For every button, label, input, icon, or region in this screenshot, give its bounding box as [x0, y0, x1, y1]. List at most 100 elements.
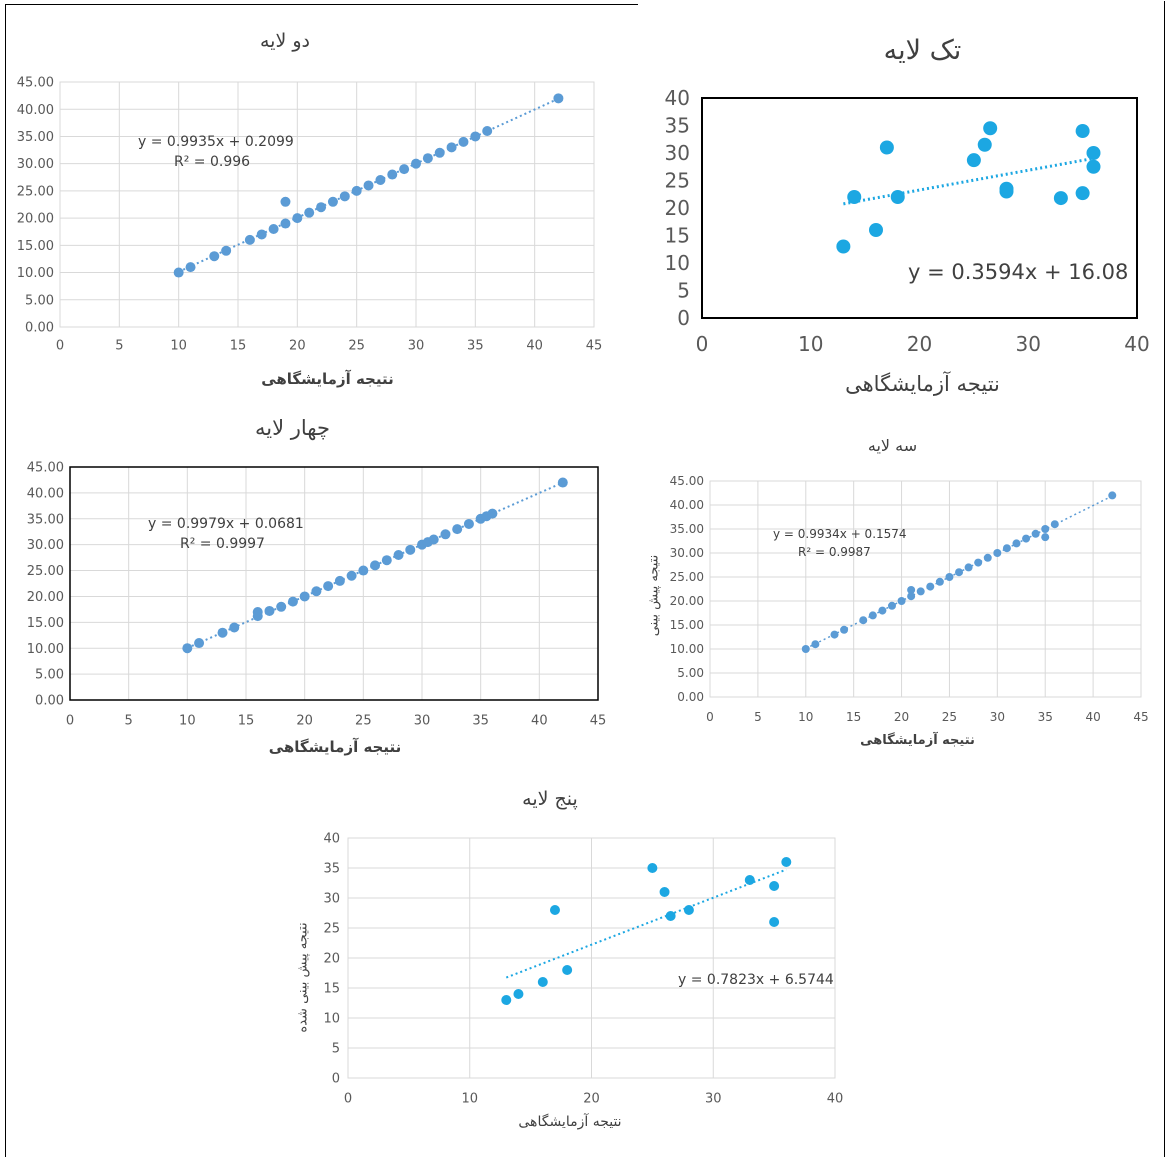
y-tick-label: 0.00: [25, 321, 54, 336]
x-tick-label: 5: [125, 714, 133, 729]
data-point: [1050, 520, 1059, 529]
data-point: [411, 158, 421, 169]
data-point: [280, 196, 291, 207]
plot-svg: 0 10 20 30 40 0 5 10 15 20 25 30 35 40: [323, 832, 843, 1107]
data-point: [553, 93, 564, 104]
x-tick-label: 10: [798, 332, 823, 356]
data-point: [399, 164, 410, 175]
y-tick-label: 45.00: [17, 76, 54, 91]
plot-border: [347, 837, 836, 1079]
data-point: [907, 585, 916, 594]
y-tick-label: 10.00: [17, 266, 54, 281]
data-point: [209, 251, 220, 262]
y-tick-label: 15.00: [17, 239, 54, 254]
x-axis-label: نتیجه آزمایشگاهی: [268, 738, 402, 756]
data-point: [878, 606, 887, 615]
y-tick-label: 0.00: [35, 694, 64, 709]
y-tick-label: 5.00: [677, 666, 704, 680]
plot-svg: 0 5 10 15 20 25 30 35 40 45 0.00 5.00 10.00 15.00 20.0…: [670, 474, 1149, 724]
x-tick-label: 45: [586, 339, 603, 354]
plot-svg: 0 10 20 30 40 0 5 10 15 20 25 30 35 40: [665, 86, 1150, 356]
x-tick-label: 20: [289, 339, 306, 354]
y-tick-label: 15: [665, 224, 690, 248]
y-tick-label: 10: [665, 251, 690, 275]
y-tick-label: 15: [323, 982, 340, 997]
x-tick-label: 40: [531, 714, 548, 729]
x-tick-label: 35: [1038, 710, 1053, 724]
y-tick-label: 0: [332, 1072, 340, 1087]
trendline-r2: R² = 0.996: [174, 154, 251, 170]
x-tick-label: 0: [696, 332, 709, 356]
data-point: [859, 616, 868, 625]
data-point: [781, 857, 792, 867]
chart-two-layer: دو لایه 0 5 10 15 20 25 30 35 40 45 0.00 5.00 10.00 1…: [0, 20, 620, 400]
data-point: [252, 606, 263, 617]
data-point: [185, 262, 196, 273]
x-tick-label: 5: [115, 339, 123, 354]
data-point: [194, 638, 205, 649]
x-tick-label: 10: [461, 1092, 478, 1107]
y-tick-label: 20.00: [17, 212, 54, 227]
trendline: [843, 156, 1094, 206]
data-point: [887, 601, 896, 610]
plot-svg: 0 5 10 15 20 25 30 35 40 45 0.00 5.00 10.00 15.00 20.0…: [17, 76, 603, 354]
data-point: [182, 643, 193, 654]
data-point: [1086, 159, 1101, 174]
chart-single-layer: تک لایه 0 10 20 30 40 0 5 10 15 20 25 30 35 40 y = 0.…: [640, 30, 1165, 405]
y-tick-label: 30.00: [27, 538, 64, 553]
x-tick-label: 20: [894, 710, 909, 724]
x-tick-label: 5: [754, 710, 762, 724]
data-point: [1002, 544, 1011, 553]
chart-three-layer: سه لایه 0 5 10 15 20 25 30 35 40 45 0.00 5.00 10.00 1…: [640, 430, 1165, 760]
y-tick-label: 35.00: [670, 522, 704, 536]
x-tick-label: 20: [296, 714, 313, 729]
y-tick-label: 35: [665, 114, 690, 138]
data-point: [1086, 146, 1101, 160]
data-point: [1075, 186, 1090, 201]
data-point: [487, 508, 498, 519]
data-point: [299, 591, 310, 602]
y-tick-label: 45.00: [670, 474, 704, 488]
x-tick-label: 40: [1085, 710, 1100, 724]
y-tick-label: 25: [323, 922, 340, 937]
y-tick-label: 20.00: [27, 590, 64, 605]
data-point: [974, 558, 983, 567]
trendline-equation: y = 0.3594x + 16.08: [908, 260, 1129, 284]
y-tick-label: 35.00: [17, 130, 54, 145]
x-tick-label: 0: [344, 1092, 352, 1107]
data-point: [287, 596, 298, 607]
data-point: [683, 905, 694, 915]
y-tick-label: 5: [332, 1042, 340, 1057]
y-tick-label: 40.00: [17, 103, 54, 118]
y-tick-label: 40: [323, 832, 340, 847]
chart-title: چهار لایه: [255, 416, 330, 440]
data-point: [327, 196, 338, 207]
data-point: [840, 625, 849, 634]
data-point: [999, 181, 1014, 196]
data-point: [935, 577, 944, 586]
data-point: [304, 207, 315, 218]
x-tick-label: 15: [230, 339, 247, 354]
x-tick-label: 25: [348, 339, 365, 354]
y-tick-label: 30.00: [17, 157, 54, 172]
data-point: [428, 534, 439, 545]
data-point: [830, 630, 839, 639]
data-point: [1012, 539, 1021, 548]
y-axis-label: نتیجه پیش بینی: [646, 554, 662, 637]
y-axis-label: نتیجه پیش بینی شده: [295, 922, 311, 1033]
data-point: [292, 213, 303, 224]
data-point: [217, 627, 228, 638]
data-point: [897, 597, 906, 605]
x-tick-label: 30: [990, 710, 1005, 724]
x-tick-label: 10: [179, 714, 196, 729]
y-tick-label: 25.00: [670, 570, 704, 584]
y-tick-label: 5: [677, 279, 690, 303]
data-point: [221, 245, 232, 256]
x-tick-label: 40: [1124, 332, 1149, 356]
x-tick-label: 0: [56, 339, 64, 354]
data-point: [346, 570, 357, 581]
y-tick-label: 20.00: [670, 594, 704, 608]
data-point: [1108, 491, 1117, 500]
data-point: [280, 218, 291, 229]
x-axis-label: نتیجه آزمایشگاهی: [860, 733, 975, 748]
